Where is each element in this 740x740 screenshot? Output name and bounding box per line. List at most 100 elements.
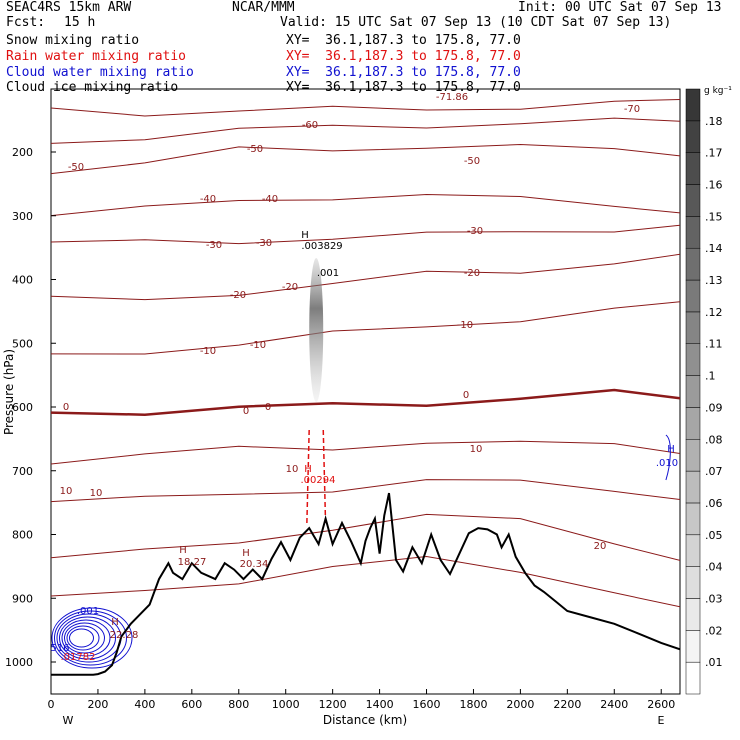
colorbar-swatch <box>685 343 701 376</box>
contour-level-label: 0 <box>63 402 69 413</box>
annotation-label: H <box>111 617 119 628</box>
annotation-label: H <box>667 444 675 455</box>
contour-level-label: -20 <box>464 268 480 279</box>
colorbar-level-label: .01 <box>705 656 723 669</box>
field-name-cloudice: Cloud ice mixing ratio <box>6 80 179 95</box>
colorbar-swatch <box>685 120 701 153</box>
temperature-contour <box>51 193 680 217</box>
cloud-water-contour <box>665 434 671 481</box>
annotation-label: .00294 <box>301 475 336 486</box>
y-tick-label: 700 <box>12 465 33 478</box>
contour-level-label: -30 <box>206 240 222 251</box>
x-tick-label: 2600 <box>647 698 675 711</box>
contour-level-label: 0 <box>265 402 271 413</box>
field-name-rain: Rain water mixing ratio <box>6 49 187 64</box>
terrain-profile <box>51 492 680 676</box>
x-tick-label: 800 <box>228 698 249 711</box>
colorbar-level-label: .07 <box>705 465 723 478</box>
cloud-water-contour <box>64 622 105 654</box>
x-tick-label: 1000 <box>272 698 300 711</box>
contour-level-label: -10 <box>250 340 266 351</box>
colorbar-swatch <box>685 630 701 663</box>
colorbar-level-label: .02 <box>705 624 723 637</box>
temperature-contour <box>51 513 680 561</box>
cloud-water-contour <box>66 625 100 651</box>
x-tick-label: 2200 <box>553 698 581 711</box>
colorbar-swatch <box>685 407 701 440</box>
x-tick-label: 2400 <box>600 698 628 711</box>
annotation-label: 516 <box>50 643 69 654</box>
colorbar-level-label: .08 <box>705 433 723 446</box>
colorbar-level-label: .15 <box>705 210 723 223</box>
colorbar-swatch <box>685 566 701 599</box>
contour-level-label: -20 <box>282 282 298 293</box>
annotation-label: .003829 <box>301 241 342 252</box>
colorbar-swatch <box>685 502 701 536</box>
contour-level-label: 10 <box>60 486 73 497</box>
colorbar-level-label: .03 <box>705 592 723 605</box>
x-tick-label: 1400 <box>366 698 394 711</box>
fcst-label: Fcst: <box>6 15 46 30</box>
cloud-water-contour <box>54 610 127 666</box>
temperature-contours <box>51 99 680 608</box>
axes: 0 200 400 600 800 1000 1200 1400 1600 1800 2000 220… <box>5 146 675 711</box>
annotation-label: 20.34 <box>240 559 269 570</box>
y-tick-label: 1000 <box>5 656 33 669</box>
annotation-label: H <box>242 548 250 559</box>
model-title: SEAC4RS 15km ARW <box>6 0 132 15</box>
y-tick-label: 200 <box>12 146 33 159</box>
temperature-contour <box>51 388 680 416</box>
colorbar-level-label: .04 <box>705 561 723 574</box>
x-axis-label: Distance (km) <box>323 713 407 727</box>
snow-shading <box>306 258 327 526</box>
snow-mixing-ratio-shading <box>309 258 324 402</box>
colorbar-level-label: .1 <box>705 370 716 383</box>
temperature-contour <box>51 301 680 355</box>
contour-level-label: -50 <box>247 144 263 155</box>
colorbar-level-label: .18 <box>705 115 723 128</box>
contour-level-label: -30 <box>256 238 272 249</box>
contour-level-label: -40 <box>262 194 278 205</box>
temperature-contour <box>51 555 680 608</box>
x-tick-label: 200 <box>87 698 108 711</box>
annotation-label: .001 <box>77 606 99 617</box>
valid-time: Valid: 15 UTC Sat 07 Sep 13 (10 CDT Sat … <box>280 15 672 30</box>
colorbar-level-label: .09 <box>705 401 723 414</box>
field-xy-cloudice: XY= 36.1,187.3 to 175.8, 77.0 <box>286 80 521 95</box>
contour-level-label: 10 <box>90 488 103 499</box>
y-tick-label: 800 <box>12 529 33 542</box>
contour-level-label: -10 <box>457 320 473 331</box>
contour-level-label: 0 <box>463 390 469 401</box>
plot-frame <box>50 88 681 695</box>
temperature-contour <box>51 117 680 144</box>
contour-level-label: -60 <box>302 120 318 131</box>
colorbar-swatch <box>685 375 701 408</box>
terrain-line <box>51 492 680 676</box>
colorbar-level-label: .17 <box>705 147 723 160</box>
colorbar-swatch <box>685 598 701 631</box>
cloud-water-contour <box>61 619 111 657</box>
x-tick-label: 400 <box>134 698 155 711</box>
init-time: Init: 00 UTC Sat 07 Sep 13 <box>518 0 722 15</box>
contour-level-label: -50 <box>464 156 480 167</box>
temperature-contour <box>51 253 680 301</box>
field-xy-snow: XY= 36.1,187.3 to 175.8, 77.0 <box>286 33 521 48</box>
temperature-contour <box>51 99 680 117</box>
annotation-label: -71.86 <box>436 92 468 103</box>
temperature-contour <box>51 224 680 245</box>
colorbar-swatch <box>685 439 701 472</box>
field-xy-cloudwater: XY= 36.1,187.3 to 175.8, 77.0 <box>286 65 521 80</box>
x-tick-label: 1200 <box>319 698 347 711</box>
colorbar-swatch <box>685 534 701 567</box>
colorbar: .01 .02 .03 .04 .05 .06 .07 .08 .09 .1 .11 .12 .13 .1… <box>685 88 723 695</box>
annotation-label: 18.27 <box>178 557 207 568</box>
y-tick-label: 300 <box>12 210 33 223</box>
annotation-label: .010 <box>656 458 678 469</box>
colorbar-swatch <box>685 152 701 185</box>
contour-level-label: 10 <box>286 464 299 475</box>
x-tick-label: 600 <box>181 698 202 711</box>
colorbar-swatch <box>685 184 701 217</box>
field-name-snow: Snow mixing ratio <box>6 33 140 48</box>
temperature-contour <box>51 143 680 175</box>
